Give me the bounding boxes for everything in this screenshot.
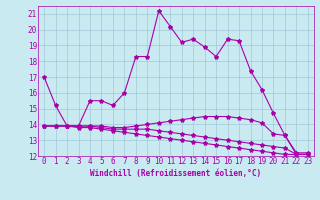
X-axis label: Windchill (Refroidissement éolien,°C): Windchill (Refroidissement éolien,°C) xyxy=(91,169,261,178)
